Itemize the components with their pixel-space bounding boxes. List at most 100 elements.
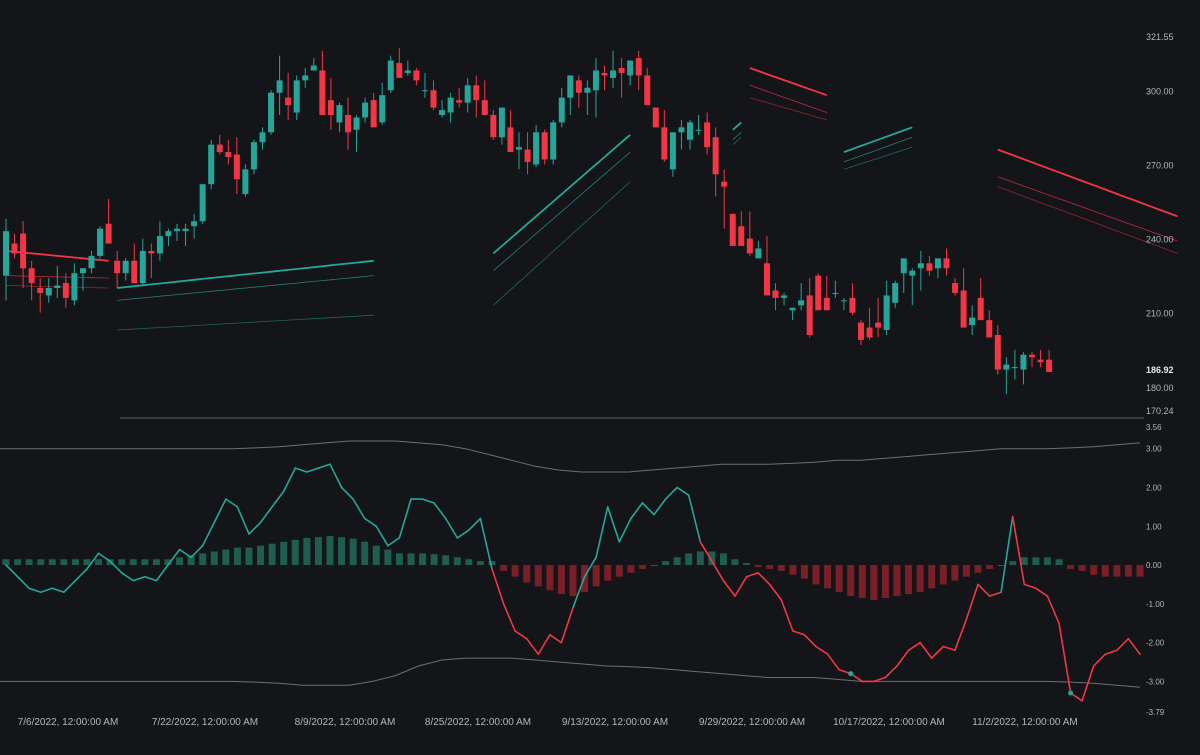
candle-body[interactable] xyxy=(917,263,924,269)
candle-body[interactable] xyxy=(721,181,728,187)
candle-body[interactable] xyxy=(490,114,497,138)
candle-body[interactable] xyxy=(550,122,557,160)
candle-body[interactable] xyxy=(798,300,805,306)
candle-body[interactable] xyxy=(62,283,69,298)
candle-body[interactable] xyxy=(174,228,180,232)
candle-body[interactable] xyxy=(353,117,360,130)
candle-body[interactable] xyxy=(242,169,249,195)
candle-body[interactable] xyxy=(627,60,634,76)
candle-body[interactable] xyxy=(97,228,104,256)
candle-body[interactable] xyxy=(1011,367,1018,369)
candle-body[interactable] xyxy=(892,283,899,303)
candle-body[interactable] xyxy=(79,268,86,274)
candle-body[interactable] xyxy=(131,260,138,284)
candle-body[interactable] xyxy=(823,297,830,311)
candle-body[interactable] xyxy=(772,290,779,298)
candle-body[interactable] xyxy=(233,154,240,180)
candle-body[interactable] xyxy=(250,142,257,170)
candle-body[interactable] xyxy=(370,100,377,128)
candle-body[interactable] xyxy=(191,221,198,227)
candle-body[interactable] xyxy=(610,70,617,78)
candle-body[interactable] xyxy=(952,283,959,293)
candle-body[interactable] xyxy=(362,102,369,118)
candle-body[interactable] xyxy=(156,236,163,254)
candle-body[interactable] xyxy=(20,233,27,269)
candle-body[interactable] xyxy=(481,100,488,115)
candle-body[interactable] xyxy=(3,231,9,276)
candle-body[interactable] xyxy=(994,334,1001,370)
candle-body[interactable] xyxy=(413,70,420,81)
candle-body[interactable] xyxy=(268,92,275,133)
candle-body[interactable] xyxy=(54,285,61,289)
candle-body[interactable] xyxy=(1046,359,1053,373)
candle-body[interactable] xyxy=(524,149,531,162)
candle-body[interactable] xyxy=(28,268,35,284)
candle-body[interactable] xyxy=(558,97,565,123)
candle-body[interactable] xyxy=(977,297,984,321)
candle-body[interactable] xyxy=(575,80,582,93)
candle-body[interactable] xyxy=(439,110,446,115)
candle-body[interactable] xyxy=(592,70,599,91)
candle-body[interactable] xyxy=(943,258,950,269)
candle-body[interactable] xyxy=(387,60,394,91)
candle-body[interactable] xyxy=(327,100,334,115)
candle-body[interactable] xyxy=(139,250,146,284)
candle-body[interactable] xyxy=(310,65,317,71)
candle-body[interactable] xyxy=(849,297,856,313)
candle-body[interactable] xyxy=(319,70,326,115)
candle-body[interactable] xyxy=(781,295,788,298)
candle-body[interactable] xyxy=(678,127,685,133)
candle-body[interactable] xyxy=(584,87,591,93)
candle-body[interactable] xyxy=(875,322,882,328)
candle-body[interactable] xyxy=(464,85,471,103)
candle-body[interactable] xyxy=(661,127,668,160)
candle-body[interactable] xyxy=(986,320,993,338)
candle-body[interactable] xyxy=(858,322,864,340)
candle-body[interactable] xyxy=(114,260,121,274)
candle-body[interactable] xyxy=(302,75,309,81)
candle-body[interactable] xyxy=(695,129,702,131)
candle-body[interactable] xyxy=(755,248,762,259)
candle-body[interactable] xyxy=(900,258,907,274)
candle-body[interactable] xyxy=(208,144,215,185)
candle-body[interactable] xyxy=(516,147,522,150)
candle-body[interactable] xyxy=(507,127,514,153)
candle-body[interactable] xyxy=(738,226,745,246)
candle-body[interactable] xyxy=(712,137,719,175)
candle-body[interactable] xyxy=(815,275,822,311)
candle-body[interactable] xyxy=(165,231,172,237)
candle-body[interactable] xyxy=(729,213,736,246)
candle-body[interactable] xyxy=(430,90,437,108)
candle-body[interactable] xyxy=(293,80,300,113)
candle-body[interactable] xyxy=(421,90,428,92)
candle-body[interactable] xyxy=(541,132,548,160)
candle-body[interactable] xyxy=(396,63,403,78)
candle-body[interactable] xyxy=(404,70,411,73)
candle-body[interactable] xyxy=(866,327,873,338)
candle-body[interactable] xyxy=(498,107,505,138)
candle-body[interactable] xyxy=(88,255,95,269)
candle-body[interactable] xyxy=(11,243,18,254)
candle-body[interactable] xyxy=(969,317,976,326)
candle-body[interactable] xyxy=(225,152,232,158)
candle-body[interactable] xyxy=(216,144,223,153)
axes[interactable]: 321.55 300.00 270.00 240.00 210.00 180.00 170.… xyxy=(18,32,1174,728)
candle-body[interactable] xyxy=(635,58,642,76)
candle-body[interactable] xyxy=(909,270,916,276)
candle-body[interactable] xyxy=(806,295,813,335)
candle-body[interactable] xyxy=(746,238,753,254)
candle-body[interactable] xyxy=(618,68,625,73)
candle-body[interactable] xyxy=(105,223,112,244)
candle-body[interactable] xyxy=(336,105,343,123)
candle-body[interactable] xyxy=(883,295,890,331)
candle-body[interactable] xyxy=(182,228,189,232)
candle-body[interactable] xyxy=(148,250,155,254)
candle-body[interactable] xyxy=(926,263,933,271)
candle-body[interactable] xyxy=(934,258,941,269)
candle-body[interactable] xyxy=(259,132,266,143)
candle-body[interactable] xyxy=(652,107,659,128)
candle-body[interactable] xyxy=(687,122,693,140)
candle-body[interactable] xyxy=(1029,354,1035,358)
candle-body[interactable] xyxy=(45,288,52,296)
candle-body[interactable] xyxy=(789,307,796,311)
